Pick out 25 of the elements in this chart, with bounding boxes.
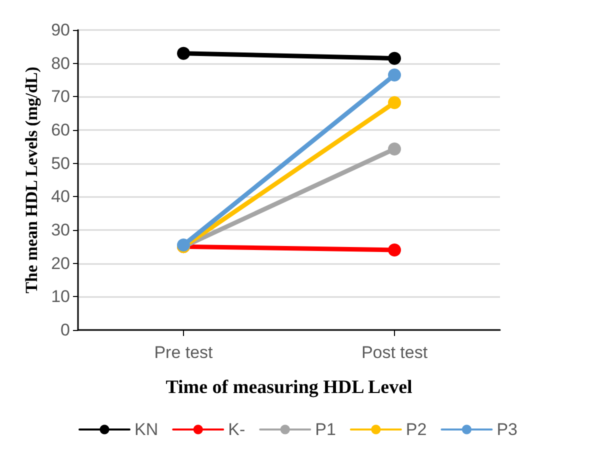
- y-tick-label: 40: [51, 187, 70, 206]
- y-tick-label: 30: [51, 220, 70, 240]
- legend-label: P1: [315, 420, 336, 439]
- x-axis-title: Time of measuring HDL Level: [166, 377, 412, 398]
- x-tick-label: Pre test: [154, 343, 214, 362]
- y-tick-label: 80: [51, 54, 70, 73]
- y-tick-label: 90: [51, 20, 70, 40]
- y-tick-label: 10: [51, 287, 70, 306]
- legend-label: P3: [496, 420, 518, 439]
- point: [388, 244, 401, 256]
- y-tick-label: 0: [60, 320, 70, 340]
- y-tick-label: 60: [51, 120, 70, 140]
- point: [388, 96, 401, 110]
- y-tick-label: 20: [51, 254, 70, 273]
- point: [388, 52, 401, 65]
- y-tick-label: 50: [51, 154, 70, 173]
- point: [388, 68, 401, 82]
- legend-label: K-: [228, 420, 246, 439]
- legend-label: KN: [134, 420, 158, 439]
- y-tick-label: 70: [51, 87, 70, 106]
- legend-label: P2: [406, 420, 427, 439]
- point: [388, 142, 401, 156]
- x-tick-label: Post test: [361, 343, 428, 362]
- y-axis-title: The mean HDL Levels (mg/dL): [22, 66, 41, 294]
- point: [177, 46, 190, 60]
